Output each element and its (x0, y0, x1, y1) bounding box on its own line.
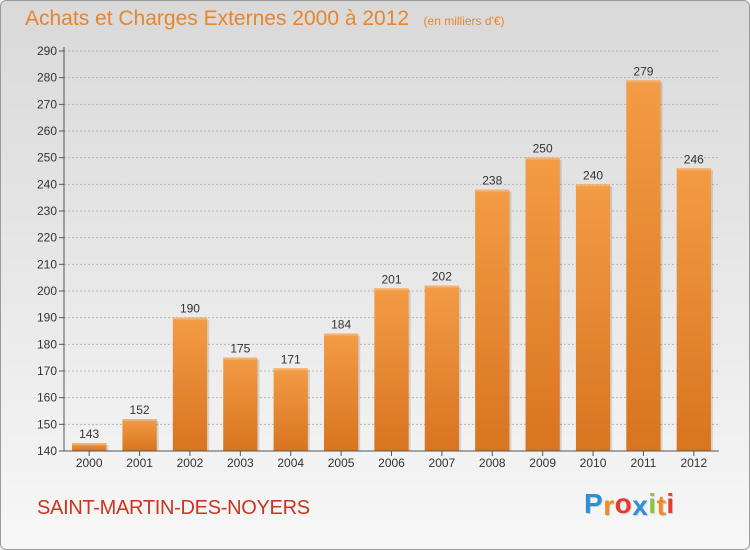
x-tick-label: 2006 (378, 456, 405, 470)
bar (475, 189, 510, 451)
y-tick-label: 190 (37, 311, 57, 325)
brand-logo-letter: P (584, 488, 604, 519)
bar-top-highlight (223, 357, 258, 360)
y-tick-label: 170 (37, 364, 57, 378)
data-label: 175 (230, 342, 250, 356)
brand-logo-letter: i (648, 488, 657, 519)
title-row: Achats et Charges Externes 2000 à 2012 (… (25, 7, 505, 31)
data-label: 202 (432, 270, 452, 284)
bar (676, 168, 711, 452)
x-tick-label: 2011 (631, 456, 657, 470)
bar (223, 357, 258, 451)
bar-top-highlight (374, 288, 409, 291)
bar-top-highlight (475, 189, 510, 192)
x-tick-label: 2002 (177, 456, 204, 470)
bar (626, 80, 661, 451)
bar (575, 184, 611, 452)
bar-top-highlight (172, 317, 208, 320)
y-tick-label: 270 (37, 97, 57, 111)
y-tick-label: 240 (37, 177, 57, 191)
chart-title: Achats et Charges Externes 2000 à 2012 (25, 7, 410, 30)
y-tick-label: 210 (37, 257, 57, 271)
data-label: 143 (79, 427, 99, 441)
bar (122, 419, 157, 451)
data-label: 240 (583, 168, 603, 182)
x-tick-label: 2009 (529, 456, 556, 470)
x-tick-label: 2005 (328, 456, 355, 470)
bar-top-highlight (273, 368, 308, 371)
y-tick-label: 250 (37, 151, 57, 165)
data-label: 279 (633, 64, 653, 78)
bar (525, 157, 560, 451)
x-tick-label: 2010 (580, 456, 607, 470)
x-tick-label: 2003 (227, 456, 254, 470)
y-tick-label: 140 (37, 444, 57, 458)
brand-logo: Proxiti (584, 488, 675, 521)
bar (273, 368, 308, 451)
y-tick-label: 150 (37, 417, 57, 431)
bar (323, 333, 359, 451)
y-tick-label: 160 (37, 391, 57, 405)
bar-top-highlight (626, 80, 661, 83)
y-tick-label: 290 (37, 44, 57, 58)
bar (424, 285, 460, 451)
bar-top-highlight (72, 443, 107, 445)
bar (374, 288, 409, 451)
brand-logo-letter: o (614, 488, 633, 519)
y-axis-ticks: 140 150 160 170 180 190 200 210 220 230 240 250 260 2… (37, 44, 64, 458)
data-label: 246 (684, 152, 704, 166)
y-tick-label: 220 (37, 231, 57, 245)
x-axis-ticks: 2000 2001 2002 2003 2004 2005 2006 2007 2008 2009… (76, 451, 707, 470)
bar-top-highlight (323, 333, 359, 336)
x-tick-label: 2008 (479, 456, 506, 470)
y-tick-label: 260 (37, 124, 57, 138)
data-label: 152 (130, 403, 150, 417)
data-label: 190 (180, 302, 200, 316)
bar-top-highlight (424, 285, 460, 288)
brand-logo-letter: r (603, 490, 615, 521)
data-label: 250 (533, 142, 553, 156)
data-label: 171 (281, 352, 301, 366)
data-label: 238 (482, 174, 502, 188)
x-tick-label: 2007 (429, 456, 456, 470)
place-name: SAINT-MARTIN-DES-NOYERS (37, 497, 310, 519)
y-tick-label: 230 (37, 204, 57, 218)
y-tick-label: 180 (37, 337, 57, 351)
y-tick-label: 280 (37, 71, 57, 85)
bars: 143 152 190 175 171 184 201 202 238 250 240 279 246 (72, 64, 713, 452)
brand-logo-letter: t (656, 490, 667, 521)
x-tick-label: 2001 (126, 456, 153, 470)
bar-top-highlight (122, 419, 157, 421)
data-label: 184 (331, 318, 351, 332)
y-tick-label: 200 (37, 284, 57, 298)
chart-subtitle: (en milliers d'€) (423, 14, 505, 28)
bar-top-highlight (525, 157, 560, 160)
data-label: 201 (381, 272, 401, 286)
bar-top-highlight (676, 168, 711, 171)
x-tick-label: 2000 (76, 456, 103, 470)
bar-top-highlight (575, 184, 611, 187)
bar (172, 317, 208, 451)
x-tick-label: 2004 (277, 456, 304, 470)
brand-logo-letter: x (632, 490, 649, 521)
x-tick-label: 2012 (680, 456, 707, 470)
bar (72, 443, 107, 451)
brand-logo-letter: i (666, 488, 675, 519)
